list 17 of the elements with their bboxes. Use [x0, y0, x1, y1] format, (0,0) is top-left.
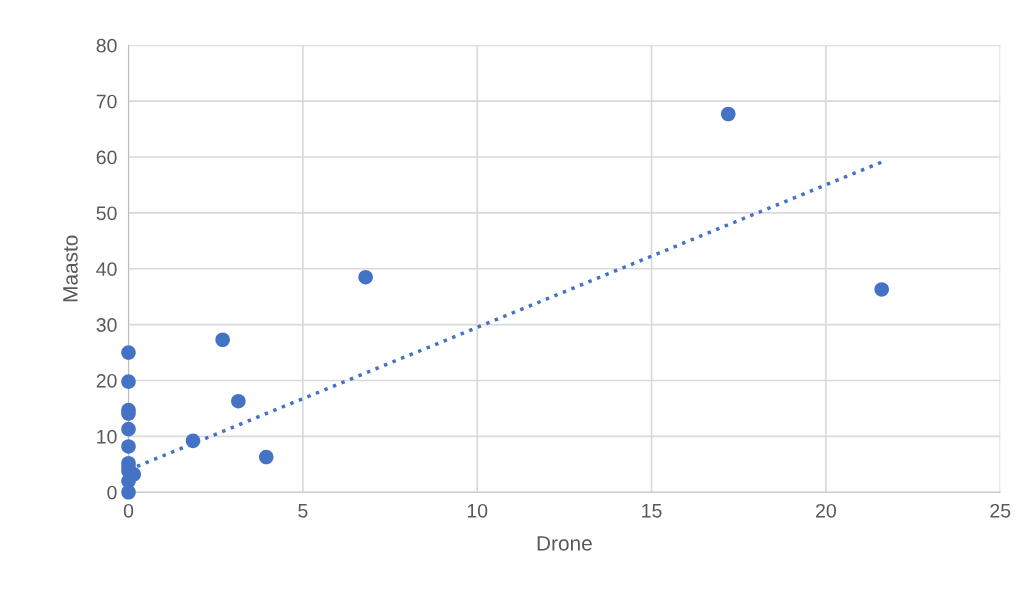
y-tick-label: 30 — [96, 318, 117, 332]
y-tick-label: 80 — [96, 38, 117, 53]
y-tick-label: 20 — [96, 373, 117, 388]
x-tick-label: 10 — [467, 503, 488, 518]
x-tick-label: 25 — [990, 503, 1011, 518]
y-tick-label: 0 — [107, 485, 117, 500]
y-tick-label: 70 — [96, 94, 117, 109]
y-axis-title: Maasto — [63, 235, 78, 302]
y-tick-label: 50 — [96, 206, 117, 221]
x-tick-label: 0 — [123, 503, 134, 518]
x-axis-title: Drone — [537, 536, 592, 551]
y-tick-label: 10 — [97, 429, 117, 444]
x-tick-label: 5 — [298, 504, 308, 518]
x-tick-label: 15 — [642, 504, 662, 518]
y-tick-label: 40 — [96, 262, 117, 277]
y-tick-label: 60 — [96, 150, 117, 165]
x-tick-label: 20 — [816, 503, 836, 518]
